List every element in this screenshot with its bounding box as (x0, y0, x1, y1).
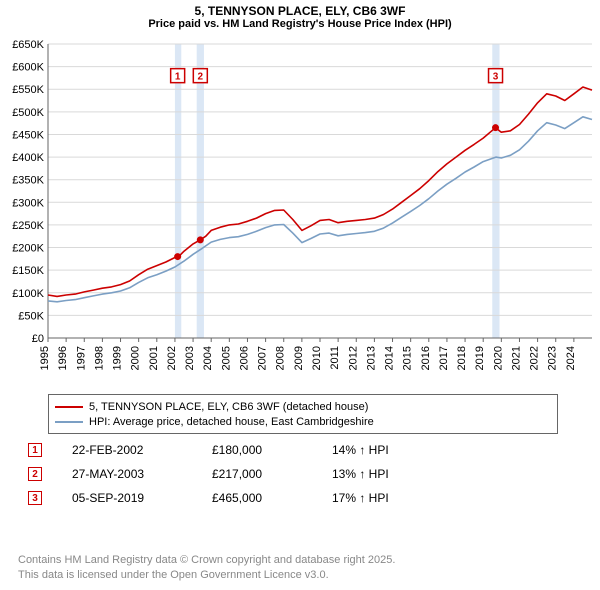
sale-price: £465,000 (212, 491, 302, 505)
svg-text:£250K: £250K (12, 220, 44, 232)
svg-text:1998: 1998 (93, 346, 105, 370)
svg-text:£100K: £100K (12, 288, 44, 300)
svg-text:2019: 2019 (474, 346, 486, 370)
sale-marker-icon: 2 (28, 467, 42, 481)
sale-row: 3 05-SEP-2019 £465,000 17% ↑ HPI (28, 486, 568, 510)
svg-text:£400K: £400K (12, 152, 44, 164)
svg-text:£550K: £550K (12, 84, 44, 96)
svg-text:2018: 2018 (456, 346, 468, 370)
sale-diff: 14% ↑ HPI (332, 443, 452, 457)
svg-text:£50K: £50K (18, 310, 44, 322)
sale-diff: 13% ↑ HPI (332, 467, 452, 481)
chart-subtitle: Price paid vs. HM Land Registry's House … (0, 18, 600, 34)
legend: 5, TENNYSON PLACE, ELY, CB6 3WF (detache… (48, 394, 558, 434)
svg-text:2024: 2024 (565, 346, 577, 370)
svg-text:2017: 2017 (438, 346, 450, 370)
svg-text:1997: 1997 (75, 346, 87, 370)
svg-text:2005: 2005 (220, 346, 232, 370)
svg-text:£200K: £200K (12, 243, 44, 255)
svg-text:2013: 2013 (365, 346, 377, 370)
svg-text:£600K: £600K (12, 62, 44, 74)
svg-text:2015: 2015 (402, 346, 414, 370)
svg-text:2006: 2006 (238, 346, 250, 370)
legend-swatch (55, 421, 83, 423)
svg-text:2002: 2002 (166, 346, 178, 370)
svg-text:£0: £0 (32, 333, 44, 345)
sale-date: 22-FEB-2002 (72, 443, 182, 457)
svg-text:£500K: £500K (12, 107, 44, 119)
svg-text:£150K: £150K (12, 265, 44, 277)
svg-text:1996: 1996 (57, 346, 69, 370)
legend-item: 5, TENNYSON PLACE, ELY, CB6 3WF (detache… (55, 399, 551, 414)
sale-date: 27-MAY-2003 (72, 467, 182, 481)
svg-text:2023: 2023 (547, 346, 559, 370)
svg-text:£450K: £450K (12, 129, 44, 141)
svg-text:2021: 2021 (510, 346, 522, 370)
svg-text:2007: 2007 (257, 346, 269, 370)
svg-text:2004: 2004 (202, 346, 214, 370)
svg-text:2008: 2008 (275, 346, 287, 370)
sale-price: £217,000 (212, 467, 302, 481)
svg-text:£300K: £300K (12, 197, 44, 209)
legend-label: 5, TENNYSON PLACE, ELY, CB6 3WF (detache… (89, 401, 368, 413)
svg-text:2: 2 (198, 72, 204, 83)
svg-text:2000: 2000 (130, 346, 142, 370)
svg-text:2020: 2020 (492, 346, 504, 370)
svg-text:2012: 2012 (347, 346, 359, 370)
sale-diff: 17% ↑ HPI (332, 491, 452, 505)
svg-text:1: 1 (175, 72, 181, 83)
svg-text:2022: 2022 (529, 346, 541, 370)
legend-item: HPI: Average price, detached house, East… (55, 414, 551, 429)
license-line: Contains HM Land Registry data © Crown c… (18, 553, 578, 567)
svg-text:1995: 1995 (39, 346, 51, 370)
svg-text:2010: 2010 (311, 346, 323, 370)
svg-text:£650K: £650K (12, 39, 44, 51)
svg-text:2011: 2011 (329, 346, 341, 370)
svg-text:2001: 2001 (148, 346, 160, 370)
svg-text:2016: 2016 (420, 346, 432, 370)
svg-text:1999: 1999 (112, 346, 124, 370)
sale-marker-icon: 1 (28, 443, 42, 457)
sales-table: 1 22-FEB-2002 £180,000 14% ↑ HPI 2 27-MAY-200… (28, 438, 568, 510)
legend-label: HPI: Average price, detached house, East… (89, 416, 374, 428)
svg-text:2014: 2014 (384, 346, 396, 370)
sale-row: 2 27-MAY-2003 £217,000 13% ↑ HPI (28, 462, 568, 486)
sale-marker-icon: 3 (28, 491, 42, 505)
svg-text:2009: 2009 (293, 346, 305, 370)
chart-title: 5, TENNYSON PLACE, ELY, CB6 3WF (0, 0, 600, 18)
svg-text:3: 3 (493, 72, 499, 83)
svg-text:2003: 2003 (184, 346, 196, 370)
sale-price: £180,000 (212, 443, 302, 457)
legend-swatch (55, 406, 83, 408)
license-line: This data is licensed under the Open Gov… (18, 568, 578, 582)
sale-date: 05-SEP-2019 (72, 491, 182, 505)
svg-text:£350K: £350K (12, 175, 44, 187)
sale-row: 1 22-FEB-2002 £180,000 14% ↑ HPI (28, 438, 568, 462)
license-text: Contains HM Land Registry data © Crown c… (18, 553, 578, 582)
price-chart: £0 £50K £100K £150K £200K £250K £300K £350K £400… (0, 38, 600, 388)
